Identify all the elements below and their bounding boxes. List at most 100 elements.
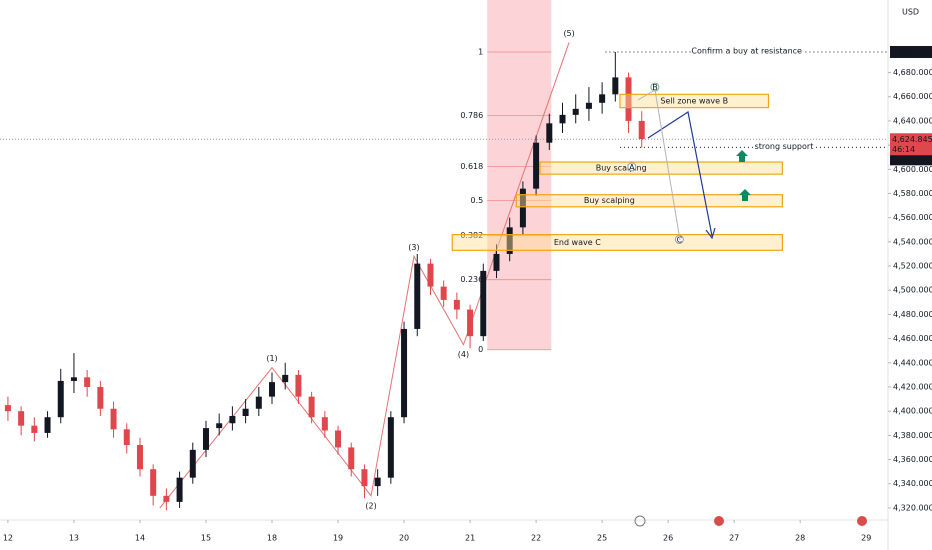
zone-label: End wave C xyxy=(554,238,601,247)
y-tick-label: 4,460.000 xyxy=(893,334,932,343)
candle-body xyxy=(123,429,130,446)
candle-body xyxy=(163,495,170,502)
zone-label: Buy scalping xyxy=(596,164,647,173)
x-tick-label: 25 xyxy=(597,534,607,543)
candle-body xyxy=(321,417,328,431)
candle-body xyxy=(480,270,487,337)
flag-icon[interactable] xyxy=(714,516,724,526)
candle-body xyxy=(585,102,592,109)
candle-body xyxy=(387,417,394,478)
candle-body xyxy=(242,408,249,416)
countdown: 46:14 xyxy=(892,145,915,154)
candle-body xyxy=(361,469,368,487)
event-icon[interactable] xyxy=(634,515,646,527)
candle-body xyxy=(348,447,355,470)
y-tick-label: 4,360.000 xyxy=(893,455,932,464)
wave-label: (5) xyxy=(563,29,574,38)
candle-body xyxy=(559,114,566,124)
fib-label: 0.618 xyxy=(460,162,483,171)
wave-label: (2) xyxy=(365,501,376,510)
fib-label: 1 xyxy=(478,48,483,57)
x-tick-label: 14 xyxy=(135,534,145,543)
candle-body xyxy=(255,396,262,409)
price-tag-label: 4,697.012 xyxy=(892,47,932,56)
x-tick-label: 18 xyxy=(267,534,277,543)
currency: USD xyxy=(902,8,919,17)
y-tick-label: 4,680.000 xyxy=(893,68,932,77)
x-tick-label: 21 xyxy=(465,534,475,543)
wave-label: (3) xyxy=(408,243,419,252)
y-tick-label: 4,340.000 xyxy=(893,479,932,488)
candle-body xyxy=(70,377,77,381)
y-tick-label: 4,580.000 xyxy=(893,189,932,198)
candle-body xyxy=(612,77,619,95)
current-price-label: 4,624.845 xyxy=(892,135,932,144)
candle-body xyxy=(506,227,513,254)
x-tick-label: 19 xyxy=(333,534,343,543)
candle-body xyxy=(44,417,51,433)
candle-body xyxy=(401,328,408,418)
y-tick-label: 4,540.000 xyxy=(893,237,932,246)
candle-body xyxy=(374,477,381,487)
candle-body xyxy=(4,405,11,412)
candle-body xyxy=(176,477,183,502)
fib-label: 0.382 xyxy=(460,231,483,240)
zone xyxy=(515,194,783,208)
candle-body xyxy=(493,253,500,271)
candle-body xyxy=(453,299,460,310)
y-tick-label: 4,480.000 xyxy=(893,310,932,319)
fib-label: 0.236 xyxy=(460,275,483,284)
flag-icon[interactable] xyxy=(857,516,867,526)
candle-body xyxy=(57,380,64,418)
candle-body xyxy=(84,377,91,387)
candle-body xyxy=(546,123,553,143)
y-tick-label: 4,440.000 xyxy=(893,358,932,367)
zone xyxy=(539,161,783,175)
candle-body xyxy=(625,77,632,121)
candle-body xyxy=(638,120,645,140)
price-tag xyxy=(890,153,932,166)
level-label: Confirm a buy at resistance xyxy=(691,46,802,55)
candle-body xyxy=(335,430,342,448)
x-tick-label: 12 xyxy=(3,534,13,543)
buy-arrow xyxy=(739,189,751,201)
candle-body xyxy=(519,188,526,228)
candle-body xyxy=(308,396,315,418)
candle-body xyxy=(599,94,606,103)
buy-arrow xyxy=(736,150,748,162)
zone-label: Sell zone wave B xyxy=(660,96,728,105)
x-tick-label: 15 xyxy=(201,534,211,543)
y-tick-label: 4,380.000 xyxy=(893,431,932,440)
candle-body xyxy=(31,425,38,433)
candle-body xyxy=(572,108,579,115)
fib-label: 0.786 xyxy=(460,111,483,120)
x-tick-label: 29 xyxy=(861,534,871,543)
candle-body xyxy=(467,309,474,337)
y-tick-label: 4,640.000 xyxy=(893,116,932,125)
zone xyxy=(451,234,783,251)
price-tag xyxy=(890,45,932,58)
projection-point xyxy=(627,162,637,172)
y-tick-label: 4,520.000 xyxy=(893,262,932,271)
candle-body xyxy=(282,374,289,383)
x-tick-label: 26 xyxy=(663,534,673,543)
grey-projection xyxy=(637,89,681,241)
arrow-head xyxy=(705,227,716,240)
x-tick-label: 13 xyxy=(69,534,79,543)
x-tick-label: 20 xyxy=(399,534,409,543)
price-tag-label: 4,618.182 xyxy=(892,155,932,164)
y-tick-label: 4,320.000 xyxy=(893,503,932,512)
x-tick-label: 28 xyxy=(795,534,805,543)
projection-label: B xyxy=(652,83,658,92)
wave-label: (4) xyxy=(458,350,469,359)
y-tick-label: 4,400.000 xyxy=(893,407,932,416)
candle-body xyxy=(269,382,276,397)
candle-body xyxy=(18,411,25,426)
fib-label: 0.5 xyxy=(471,196,484,205)
candle-body xyxy=(202,428,209,450)
candle-body xyxy=(427,263,434,287)
y-tick-label: 4,500.000 xyxy=(893,286,932,295)
candle-body xyxy=(216,423,223,429)
